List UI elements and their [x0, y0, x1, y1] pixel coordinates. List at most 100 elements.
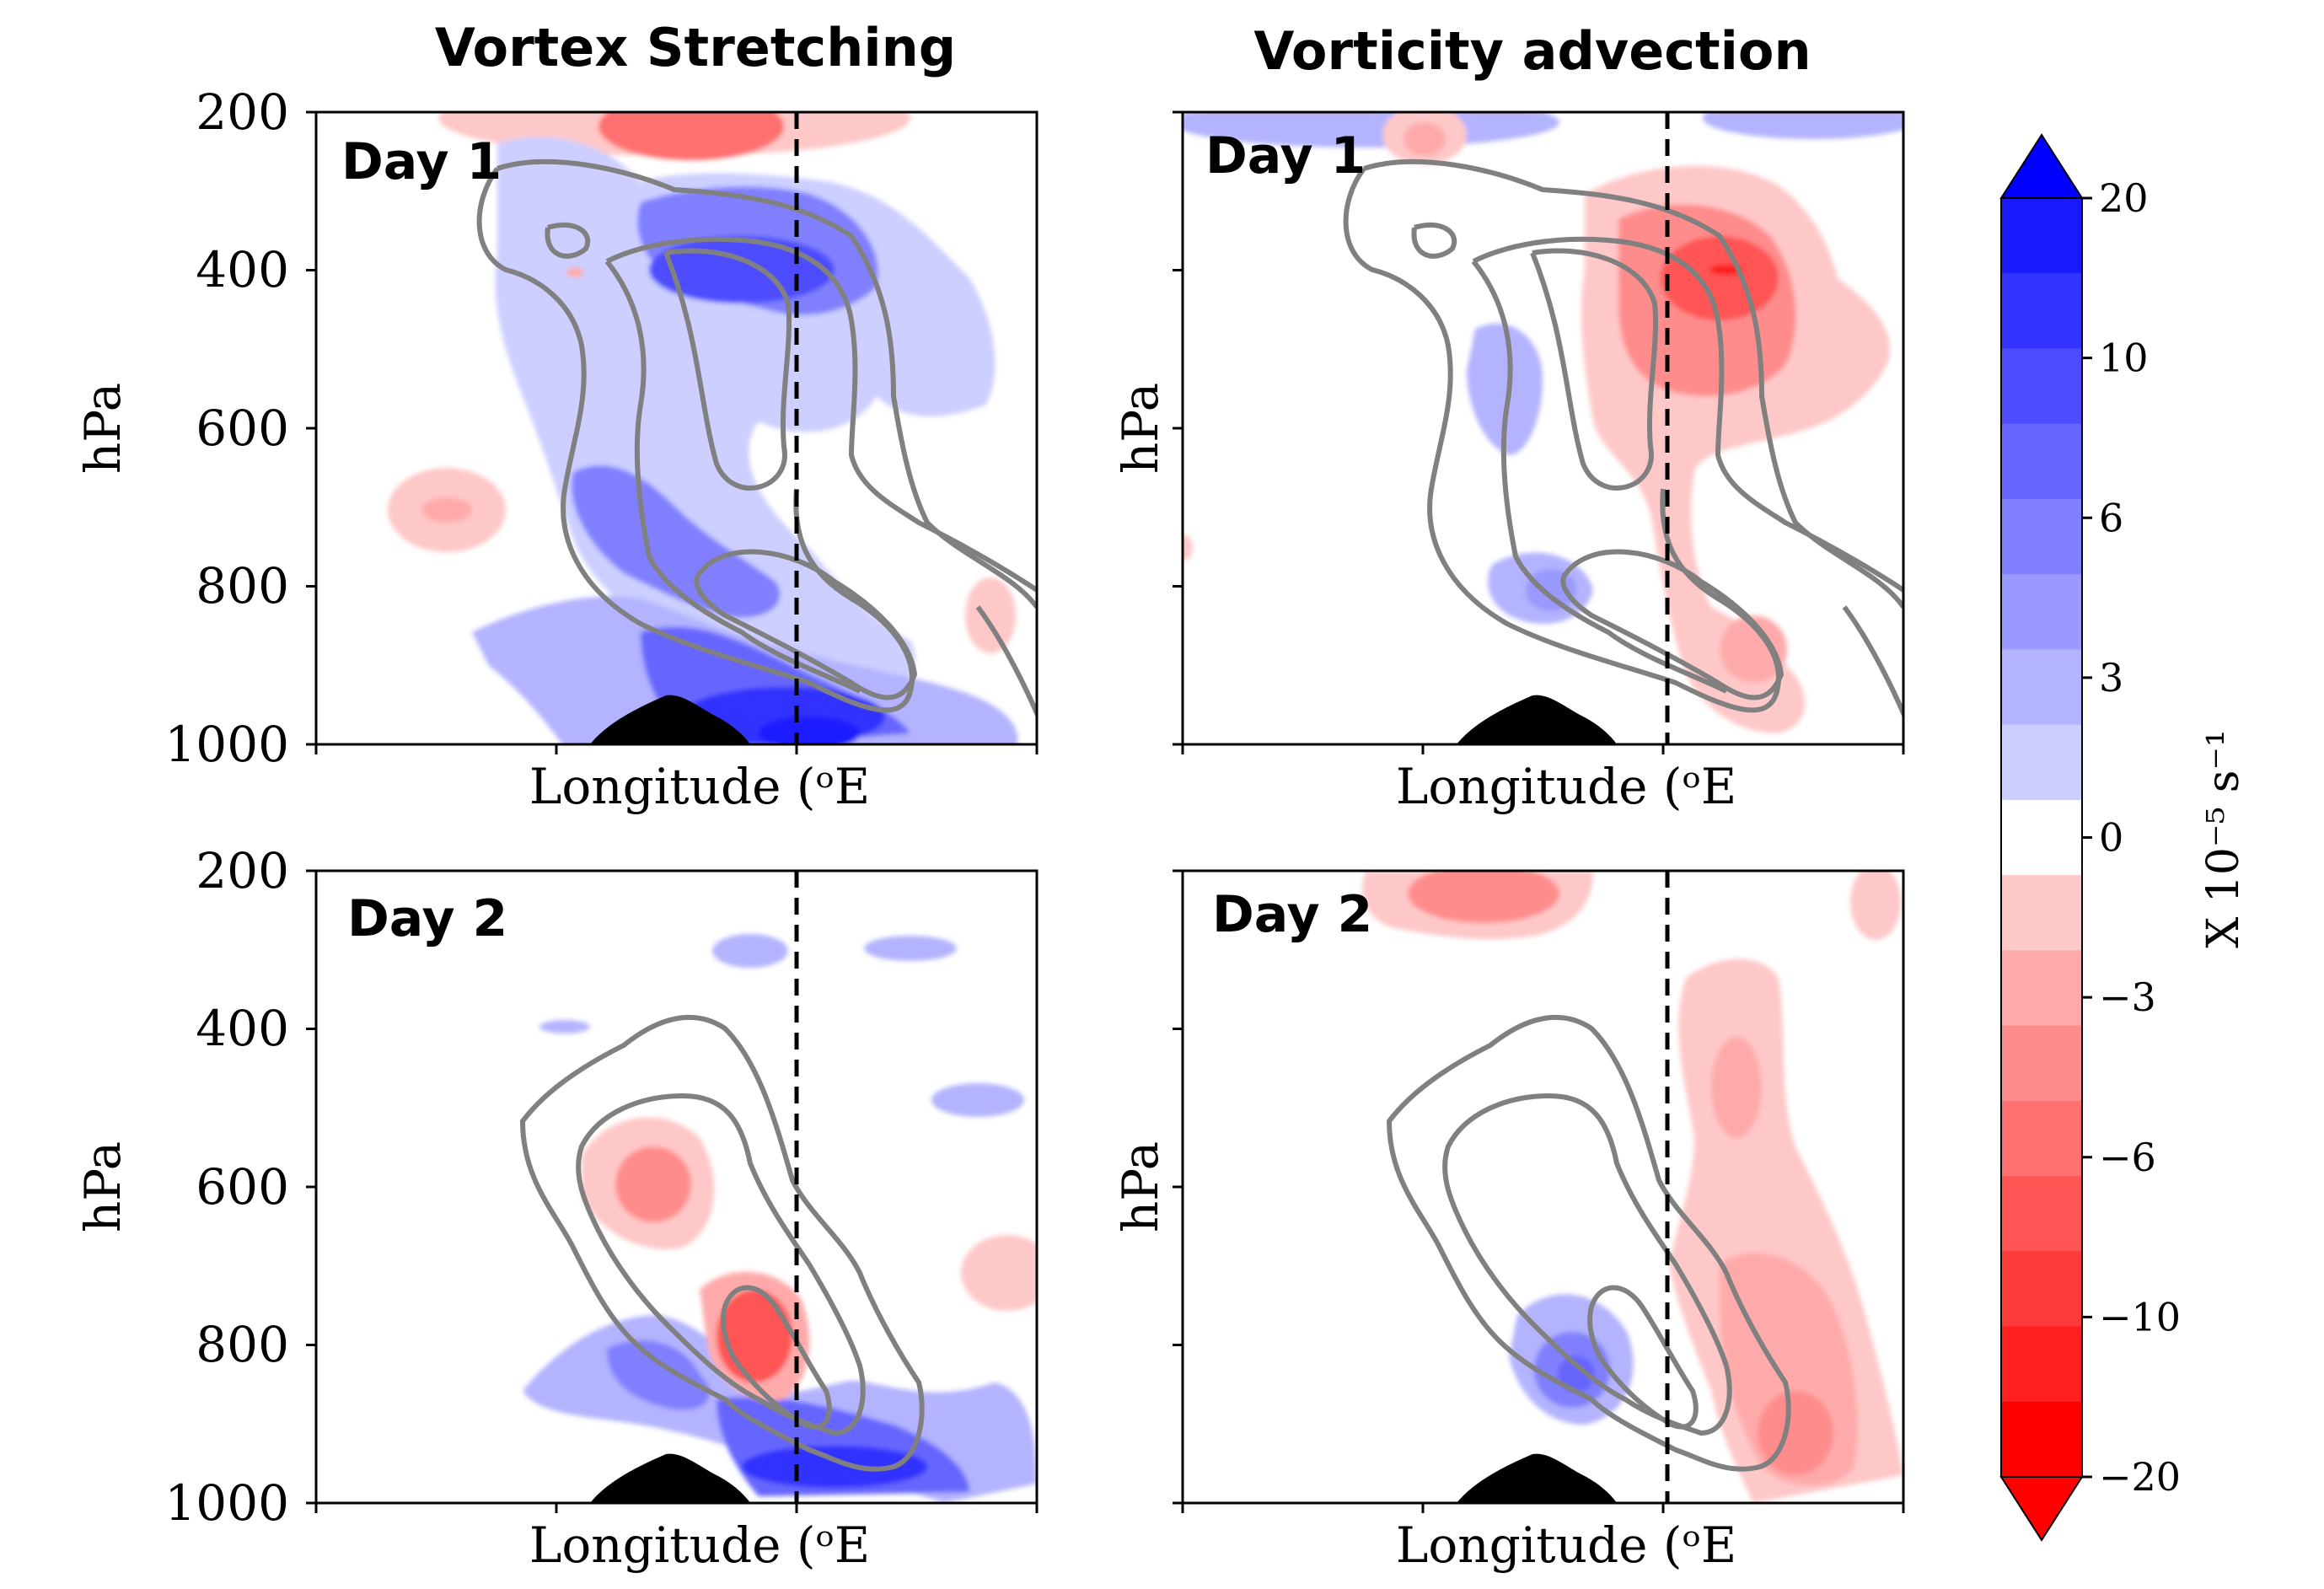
- panel-advection-day1: Day 1: [1181, 110, 1905, 746]
- shade-positive: [864, 936, 957, 961]
- column-title-right: Vorticity advection: [1253, 20, 1811, 82]
- shade-positive: [742, 1446, 927, 1488]
- shade-positive: [649, 236, 835, 303]
- x-axis-label: Longitude (ᵒE: [529, 758, 870, 815]
- y-tick-label: 600: [196, 1158, 289, 1216]
- colorbar-level: [2001, 875, 2082, 951]
- shade-negative: [1661, 236, 1779, 320]
- contour-line: [576, 1092, 866, 1436]
- shade-negative: [965, 577, 1016, 653]
- contour-line: [1442, 1092, 1732, 1436]
- contour-line: [1471, 260, 1728, 694]
- contour-line: [1386, 1014, 1791, 1472]
- contour-line: [663, 248, 792, 491]
- colorbar-level: [2001, 649, 2082, 726]
- terrain: [1457, 695, 1617, 744]
- x-axis-label: Longitude (ᵒE: [529, 1517, 870, 1574]
- colorbar-level: [2001, 198, 2082, 274]
- colorbar-level: [2001, 574, 2082, 651]
- shade-negative: [1404, 122, 1446, 156]
- colorbar-level: [2001, 1025, 2082, 1102]
- shade-negative: [1711, 1037, 1762, 1138]
- y-axis-label: hPa: [74, 1141, 131, 1232]
- shade-positive: [1558, 1355, 1595, 1393]
- colorbar-tick-label: 20: [2099, 175, 2149, 221]
- day-label: Day 1: [341, 132, 502, 191]
- y-tick-label: 1000: [164, 1474, 289, 1532]
- colorbar-tick-label: −20: [2099, 1454, 2181, 1500]
- contour-line: [604, 260, 861, 694]
- colorbar-tick-label: −3: [2099, 974, 2156, 1020]
- colorbar-level: [2001, 423, 2082, 500]
- colorbar-level: [2001, 799, 2082, 876]
- y-axis-label: hPa: [1112, 383, 1169, 474]
- day-label: Day 2: [347, 889, 507, 948]
- day-label: Day 1: [1205, 126, 1366, 185]
- colorbar-tick-label: −6: [2099, 1135, 2156, 1180]
- panel-stretching-day2: Day 2: [314, 869, 1039, 1505]
- y-tick-labels-bottom-left: 200 400 600 800 1000: [164, 842, 289, 1532]
- shade-negative: [1408, 871, 1559, 923]
- colorbar-level: [2001, 273, 2082, 350]
- colorbar-label: X 10⁻⁵ s⁻¹: [2198, 729, 2249, 948]
- contour-line: [1560, 549, 1785, 701]
- shade-positive: [712, 934, 788, 968]
- shade-negative: [1183, 535, 1193, 561]
- y-axis-label: hPa: [1112, 1141, 1169, 1232]
- shade-positive: [1467, 323, 1543, 455]
- contour-line: [605, 236, 1037, 593]
- shade-positive: [1703, 112, 1903, 139]
- y-tick-label: 400: [196, 1000, 289, 1057]
- terrain: [590, 1453, 750, 1503]
- contour-line: [694, 549, 918, 701]
- shade-positive: [759, 717, 860, 744]
- colorbar-level: [2001, 724, 2082, 801]
- colorbar-level: [2001, 1251, 2082, 1328]
- contour-line: [545, 222, 591, 259]
- colorbar-extend-bottom: [1999, 1476, 2084, 1542]
- colorbar-level: [2001, 1401, 2082, 1478]
- shade-negative: [1720, 615, 1787, 683]
- colorbar-level: [2001, 950, 2082, 1027]
- shade-positive: [539, 1020, 590, 1033]
- colorbar-level: [2001, 1326, 2082, 1403]
- colorbar-tick-label: 10: [2099, 336, 2149, 381]
- axis-ticks-right-column: [1173, 110, 1905, 1513]
- colorbar-tick-label: −10: [2099, 1294, 2181, 1339]
- y-tick-label: 600: [196, 400, 289, 457]
- colorbar-level: [2001, 498, 2082, 575]
- shade-negative: [961, 1235, 1037, 1311]
- y-tick-label: 400: [196, 241, 289, 298]
- panel-advection-day2: Day 2: [1181, 869, 1905, 1505]
- colorbar-level: [2001, 1176, 2082, 1252]
- shade-negative: [1850, 871, 1901, 940]
- shade-positive: [572, 465, 781, 618]
- shade-positive: [1526, 569, 1576, 611]
- contour-line: [1530, 248, 1659, 491]
- contour-line: [519, 1014, 925, 1472]
- shade-negative: [598, 112, 784, 160]
- colorbar-level: [2001, 1100, 2082, 1177]
- colorbar-tick-label: 0: [2099, 815, 2123, 861]
- day-label: Day 2: [1212, 885, 1372, 944]
- colorbar-level: [2001, 348, 2082, 425]
- colorbar-extend-top: [1999, 133, 2084, 199]
- contour-line: [1363, 158, 1903, 609]
- shade-positive: [931, 1083, 1024, 1117]
- y-axis-label: hPa: [74, 383, 131, 474]
- y-tick-labels-top-left: 200 400 600 800 1000: [164, 83, 289, 773]
- y-tick-label: 200: [196, 842, 289, 899]
- shade-negative: [421, 497, 472, 523]
- shade-negative: [615, 1146, 691, 1222]
- axis-ticks-left-column: [306, 110, 1039, 1513]
- colorbar-tick-label: 3: [2099, 655, 2123, 701]
- contour-line: [1587, 1285, 1699, 1430]
- shade-negative: [566, 267, 583, 277]
- contour-line: [1472, 236, 1903, 593]
- y-tick-label: 800: [196, 557, 289, 615]
- contour-line: [975, 605, 1037, 720]
- colorbar: 20 10 6 3 0 −3 −6 −10 −20 X 10⁻⁵ s⁻¹: [1999, 133, 2249, 1542]
- x-axis-label: Longitude (ᵒE: [1396, 758, 1736, 815]
- contour-line: [721, 1285, 832, 1430]
- colorbar-tick-label: 6: [2099, 495, 2123, 540]
